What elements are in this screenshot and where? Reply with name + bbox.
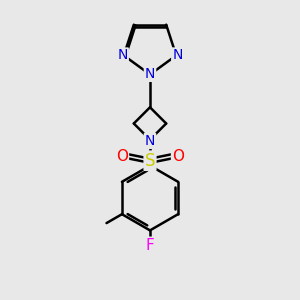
Text: N: N: [117, 49, 128, 62]
Text: O: O: [172, 148, 184, 164]
Text: O: O: [116, 148, 128, 164]
Text: F: F: [146, 238, 154, 253]
Text: N: N: [145, 134, 155, 148]
Text: S: S: [145, 152, 155, 170]
Text: N: N: [172, 49, 183, 62]
Text: N: N: [145, 67, 155, 81]
